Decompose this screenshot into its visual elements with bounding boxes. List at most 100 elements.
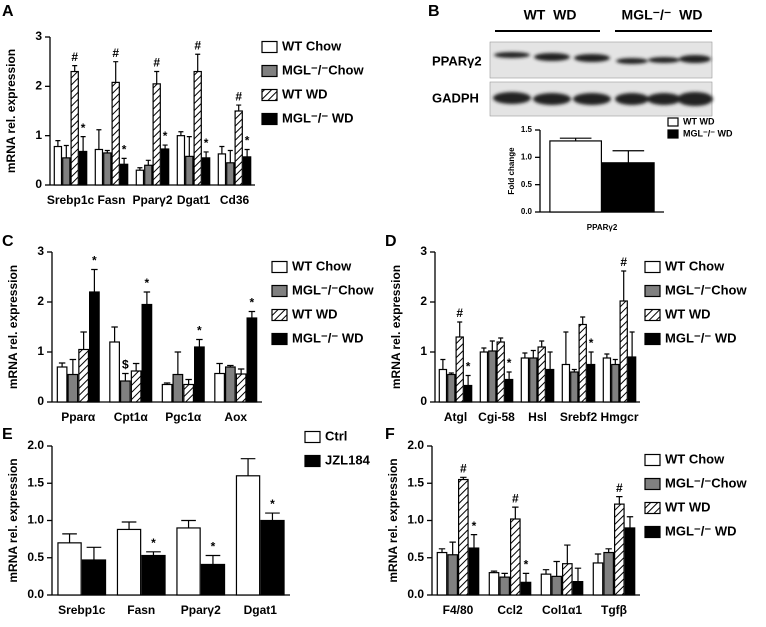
bar xyxy=(57,542,82,596)
legend-label: MGL⁻/⁻ WD xyxy=(292,330,364,345)
error-bar xyxy=(626,516,634,528)
error-bar xyxy=(501,572,508,578)
y-tick-label: 0 xyxy=(35,177,42,191)
panel-label: C xyxy=(2,233,14,250)
x-tick-label: Dgat1 xyxy=(244,603,278,617)
bar xyxy=(458,478,469,596)
error-bar xyxy=(203,151,209,158)
error-bar xyxy=(440,358,446,370)
error-bar xyxy=(580,316,586,325)
significance-mark: * xyxy=(204,136,209,150)
bar xyxy=(520,357,530,403)
bar xyxy=(242,156,252,186)
y-tick-label: 3 xyxy=(420,244,427,258)
y-tick-label: 2 xyxy=(420,294,427,308)
legend-swatch xyxy=(644,453,661,467)
legend-swatch xyxy=(271,260,288,274)
y-axis-label: mRNA rel. expression xyxy=(6,458,20,582)
significance-mark: * xyxy=(472,519,477,533)
error-bar xyxy=(438,548,446,553)
x-tick-label: Cpt1α xyxy=(114,410,149,424)
y-tick-label: 1.5 xyxy=(407,475,424,489)
significance-mark: # xyxy=(153,56,160,70)
bar xyxy=(193,70,202,186)
legend-label: WT WD xyxy=(665,499,710,514)
blot-group-label: WT WD xyxy=(524,7,577,23)
legend-swatch xyxy=(271,308,288,322)
error-bar xyxy=(122,372,129,381)
y-tick-label: 0 xyxy=(420,394,427,408)
bar xyxy=(627,356,637,403)
x-tick-label: Pparγ2 xyxy=(181,603,221,617)
significance-mark: # xyxy=(112,46,119,60)
error-bar xyxy=(86,546,102,560)
y-tick-label: 1 xyxy=(420,344,427,358)
error-bar xyxy=(196,338,203,347)
bar xyxy=(78,150,88,186)
legend-swatch xyxy=(261,112,278,126)
error-bar xyxy=(132,362,140,371)
significance-mark: # xyxy=(71,50,78,64)
legend-label: MGL⁻/⁻ WD xyxy=(282,110,354,125)
legend-swatch xyxy=(261,64,278,78)
bar xyxy=(200,563,226,596)
x-tick-label: Cd36 xyxy=(220,193,250,207)
y-tick-label: 1.0 xyxy=(407,513,424,527)
y-tick-label: 0.5 xyxy=(407,550,424,564)
bar xyxy=(111,81,120,186)
bar xyxy=(161,383,173,403)
error-bar xyxy=(63,144,69,158)
x-tick-label: Srebp1c xyxy=(58,603,106,617)
error-bar xyxy=(236,104,242,111)
bar xyxy=(89,291,100,403)
x-tick-label: Fasn xyxy=(127,603,155,617)
bar xyxy=(103,152,112,186)
chart-panel: F 0.0 0.5 1.0 1.5 2.0 mRNA rel. expression F4/8… xyxy=(385,426,747,617)
bar xyxy=(135,169,145,186)
significance-mark: * xyxy=(211,540,216,554)
y-tick-label: 1 xyxy=(35,128,42,142)
significance-mark: * xyxy=(197,324,202,338)
legend-swatch xyxy=(261,88,278,102)
significance-mark: # xyxy=(456,306,463,320)
error-bar xyxy=(542,569,550,575)
bar xyxy=(624,527,636,596)
legend-label: MGL⁻/⁻ WD xyxy=(665,330,737,345)
error-bar xyxy=(121,157,127,165)
error-bar xyxy=(553,560,560,577)
bar xyxy=(455,336,464,403)
chart-panel: A 0 1 2 3 mRNA rel. expression Srebp1c # * Fasn # *… xyxy=(2,3,364,207)
bar xyxy=(436,551,448,596)
error-bar xyxy=(248,310,256,318)
legend-swatch xyxy=(304,454,321,468)
bar xyxy=(67,373,79,403)
panel-label: D xyxy=(385,233,397,250)
y-tick-label: 1.5 xyxy=(521,125,533,134)
bar xyxy=(551,575,563,596)
significance-mark: * xyxy=(270,497,275,511)
error-bar xyxy=(104,149,110,153)
error-bar xyxy=(448,372,454,375)
error-bar xyxy=(58,362,66,367)
y-axis-label: Fold change xyxy=(507,147,516,195)
error-bar xyxy=(490,570,498,573)
error-bar xyxy=(146,551,161,556)
legend-swatch xyxy=(271,332,288,346)
bar xyxy=(447,373,456,403)
y-tick-label: 0 xyxy=(37,394,44,408)
significance-mark: * xyxy=(151,536,156,550)
bar xyxy=(447,554,459,596)
error-bar xyxy=(460,476,467,480)
error-bar xyxy=(612,358,618,365)
x-tick-label: Srebp1c xyxy=(47,193,95,207)
legend-swatch xyxy=(261,40,278,54)
error-bar xyxy=(80,136,86,152)
legend-label: WT WD xyxy=(683,116,715,126)
bar xyxy=(463,384,473,403)
error-bar xyxy=(564,544,571,564)
error-bar xyxy=(571,368,577,372)
blot-group-label: MGL⁻/⁻ WD xyxy=(622,7,703,23)
bar xyxy=(504,378,514,403)
legend-swatch xyxy=(644,332,661,346)
